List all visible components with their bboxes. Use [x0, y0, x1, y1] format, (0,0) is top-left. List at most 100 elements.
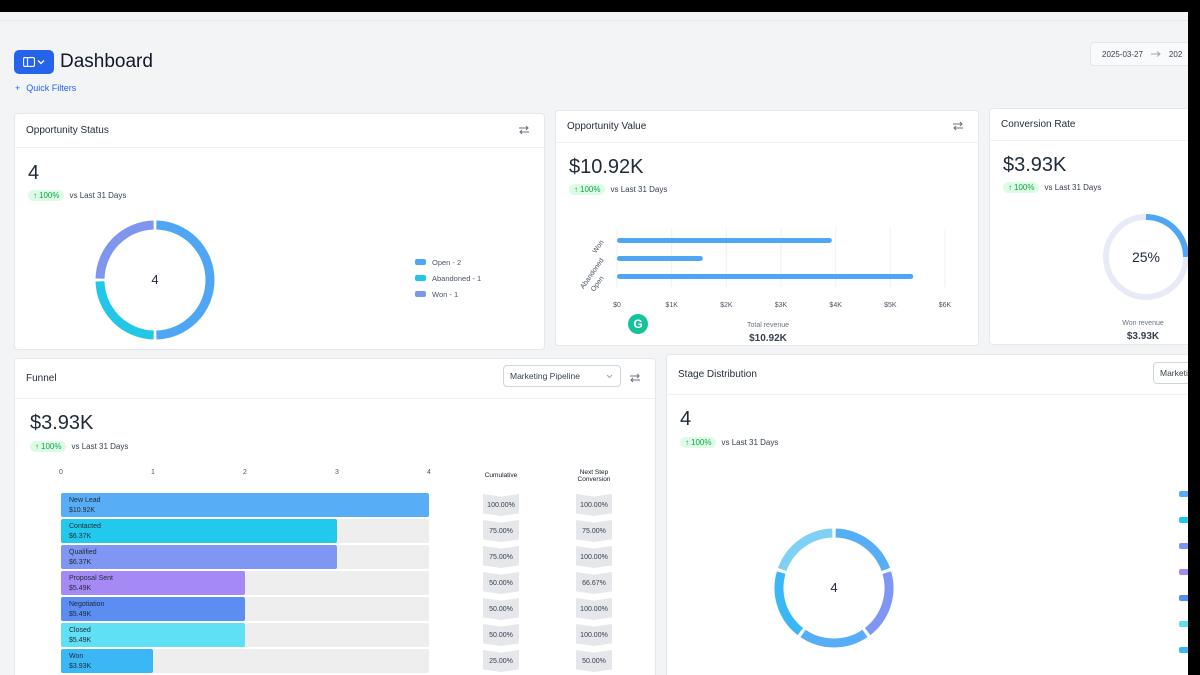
cumulative-cell: 100.00%: [483, 494, 519, 516]
legend-swatch: [415, 259, 426, 265]
date-range-picker[interactable]: 2025-03-27 202: [1090, 42, 1188, 66]
x-tick-label: $0: [613, 302, 621, 309]
stage-legend-swatch[interactable]: [1179, 491, 1188, 497]
stage-select-value: Marketi: [1160, 368, 1188, 378]
cumulative-column-header: Cumulative: [484, 472, 518, 479]
date-end: 202: [1168, 49, 1183, 59]
top-divider: [0, 20, 1188, 21]
status-donut-slice[interactable]: [95, 281, 154, 340]
stage-pipeline-select[interactable]: Marketi: [1153, 362, 1188, 384]
plus-icon: +: [15, 83, 21, 93]
funnel-card: Funnel Marketing Pipeline $3.93K ↑ 100% v…: [14, 358, 656, 675]
funnel-stage-value: $5.49K: [69, 585, 92, 592]
stage-legend-swatch[interactable]: [1179, 517, 1188, 523]
funnel-stage-name: Closed: [69, 627, 91, 634]
status-legend: Open - 2 Abandoned - 1 Won - 1: [415, 254, 481, 302]
trend-label: vs Last 31 Days: [721, 438, 779, 447]
value-bar[interactable]: [617, 238, 832, 243]
trend-pct: 100%: [691, 438, 712, 447]
page-header: Dashboard: [14, 50, 153, 74]
x-tick-label: $3K: [775, 302, 788, 309]
card-title: Opportunity Value: [567, 121, 647, 132]
grammarly-icon: G: [628, 314, 648, 334]
pipeline-select[interactable]: Marketing Pipeline: [503, 365, 621, 387]
funnel-bar[interactable]: Qualified $6.37K: [61, 545, 337, 569]
arrow-up-icon: ↑: [35, 442, 39, 451]
value-bar[interactable]: [617, 256, 703, 261]
donut-center-label: 4: [151, 272, 158, 287]
cumulative-cell: 50.00%: [483, 572, 519, 594]
donut-center-label: 4: [830, 580, 837, 595]
status-donut: 4: [95, 220, 215, 340]
legend-swatch: [415, 291, 426, 297]
card-header: Opportunity Value: [556, 111, 978, 143]
stage-donut-slice[interactable]: [835, 528, 891, 572]
stage-legend-swatch[interactable]: [1179, 621, 1188, 627]
legend-item-abandoned[interactable]: Abandoned - 1: [415, 270, 481, 286]
trend-pct: 100%: [39, 191, 60, 200]
trend-row: ↑ 100% vs Last 31 Days: [1003, 182, 1101, 193]
funnel-x-tick: 1: [151, 469, 155, 476]
trend-pct: 100%: [580, 185, 601, 194]
stage-donut-slice[interactable]: [864, 571, 894, 636]
opportunity-status-card: Opportunity Status 4 ↑ 100% vs Last 31 Da…: [14, 113, 545, 350]
stage-legend-swatch[interactable]: [1179, 569, 1188, 575]
funnel-row: Qualified $6.37K: [61, 545, 429, 569]
funnel-row: Closed $5.49K: [61, 623, 429, 647]
layout-icon: [23, 57, 35, 67]
trend-pct: 100%: [41, 442, 62, 451]
funnel-bar[interactable]: Closed $5.49K: [61, 623, 245, 647]
legend-item-won[interactable]: Won - 1: [415, 286, 481, 302]
funnel-stage-value: $5.49K: [69, 611, 92, 618]
quick-filters-button[interactable]: + Quick Filters: [15, 83, 76, 93]
card-title: Opportunity Status: [26, 125, 109, 136]
trend-row: ↑ 100% vs Last 31 Days: [30, 441, 128, 452]
funnel-bar[interactable]: Negotiation $5.49K: [61, 597, 245, 621]
stage-donut-slice[interactable]: [800, 629, 868, 648]
stage-total: 4: [680, 408, 692, 430]
stage-distribution-card: Stage Distribution Marketi 4 ↑ 100% vs La…: [666, 354, 1188, 675]
pipeline-select-value: Marketing Pipeline: [510, 371, 580, 381]
conversion-rate-card: Conversion Rate $3.93K ↑ 100% vs Last 31 …: [989, 108, 1188, 345]
trend-pct: 100%: [1014, 183, 1035, 192]
funnel-row: Proposal Sent $5.49K: [61, 571, 429, 595]
stage-donut-slice[interactable]: [774, 571, 804, 636]
legend-swatch: [415, 275, 426, 281]
stage-legend-swatch[interactable]: [1179, 543, 1188, 549]
trend-row: ↑ 100% vs Last 31 Days: [28, 190, 126, 201]
trend-badge: ↑ 100%: [569, 184, 606, 195]
page-title: Dashboard: [60, 51, 153, 72]
gauge-label: 25%: [1132, 249, 1160, 265]
funnel-bar[interactable]: Contacted $6.37K: [61, 519, 337, 543]
stage-legend-swatch[interactable]: [1179, 647, 1188, 653]
cumulative-cell: 75.00%: [483, 546, 519, 568]
funnel-stage-value: $6.37K: [69, 559, 92, 566]
funnel-bar[interactable]: Proposal Sent $5.49K: [61, 571, 245, 595]
funnel-stage-value: $5.49K: [69, 637, 92, 644]
status-donut-slice[interactable]: [95, 220, 154, 279]
next-step-cell: 100.00%: [576, 624, 612, 646]
layout-toggle-button[interactable]: [14, 50, 54, 74]
status-donut-slice[interactable]: [156, 220, 215, 340]
stage-donut-slice[interactable]: [777, 528, 833, 572]
swap-icon[interactable]: [629, 373, 641, 383]
swap-icon[interactable]: [518, 125, 530, 135]
arrow-right-icon: [1150, 51, 1161, 57]
funnel-bar[interactable]: Won $3.93K: [61, 649, 153, 673]
funnel-bar[interactable]: New Lead $10.92K: [61, 493, 429, 517]
stage-legend-swatch[interactable]: [1179, 595, 1188, 601]
x-tick-label: $1K: [665, 302, 678, 309]
trend-badge: ↑ 100%: [1003, 182, 1040, 193]
stage-donut: 4: [774, 528, 894, 648]
conversion-caption: Won revenue: [1122, 320, 1164, 327]
next-step-cell: 100.00%: [576, 546, 612, 568]
value-bar[interactable]: [617, 274, 914, 279]
x-tick-label: $6K: [939, 302, 952, 309]
value-total: $10.92K: [569, 156, 644, 178]
arrow-up-icon: ↑: [1008, 183, 1012, 192]
conversion-value: $3.93K: [1003, 154, 1067, 176]
swap-icon[interactable]: [952, 121, 964, 131]
legend-item-open[interactable]: Open - 2: [415, 254, 481, 270]
conversion-gauge: 25%: [1103, 214, 1188, 300]
